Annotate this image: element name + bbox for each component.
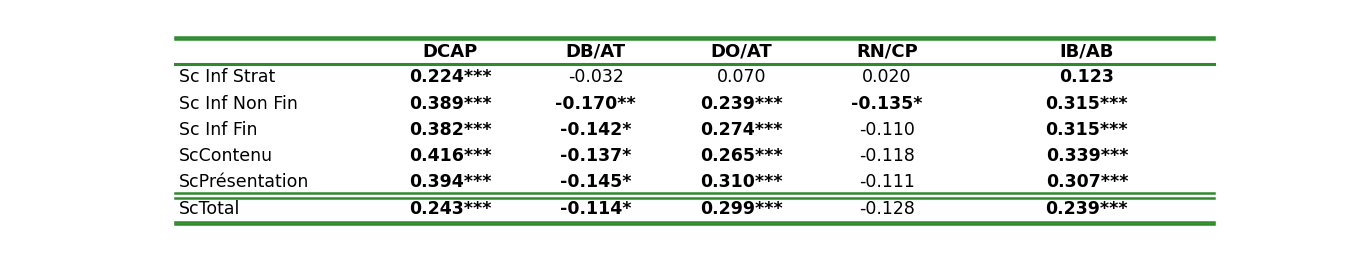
Text: 0.224***: 0.224*** (409, 68, 492, 86)
Text: ScTotal: ScTotal (179, 199, 240, 217)
Text: 0.239***: 0.239*** (701, 95, 783, 113)
Text: 0.299***: 0.299*** (699, 199, 783, 217)
Text: 0.265***: 0.265*** (699, 147, 783, 165)
Text: -0.110: -0.110 (859, 121, 915, 139)
Text: 0.339***: 0.339*** (1046, 147, 1129, 165)
Text: -0.128: -0.128 (859, 199, 915, 217)
Text: 0.274***: 0.274*** (701, 121, 782, 139)
Text: 0.123: 0.123 (1060, 68, 1114, 86)
Text: -0.142*: -0.142* (560, 121, 631, 139)
Text: DB/AT: DB/AT (565, 43, 626, 61)
Text: 0.389***: 0.389*** (409, 95, 492, 113)
Text: RN/CP: RN/CP (856, 43, 917, 61)
Text: 0.243***: 0.243*** (409, 199, 492, 217)
Text: -0.170**: -0.170** (556, 95, 635, 113)
Text: -0.111: -0.111 (859, 173, 915, 191)
Text: 0.416***: 0.416*** (409, 147, 492, 165)
Text: 0.315***: 0.315*** (1046, 121, 1129, 139)
Text: ScPrésentation: ScPrésentation (179, 173, 309, 191)
Text: 0.315***: 0.315*** (1046, 95, 1129, 113)
Text: ScContenu: ScContenu (179, 147, 272, 165)
Text: 0.307***: 0.307*** (1046, 173, 1129, 191)
Text: -0.114*: -0.114* (560, 199, 631, 217)
Text: Sc Inf Strat: Sc Inf Strat (179, 68, 275, 86)
Text: 0.239***: 0.239*** (1046, 199, 1129, 217)
Text: -0.118: -0.118 (859, 147, 915, 165)
Text: 0.070: 0.070 (717, 68, 766, 86)
Text: -0.032: -0.032 (568, 68, 623, 86)
Text: -0.137*: -0.137* (560, 147, 631, 165)
Text: 0.020: 0.020 (862, 68, 912, 86)
Text: -0.145*: -0.145* (560, 173, 631, 191)
Text: DO/AT: DO/AT (710, 43, 772, 61)
Text: IB/AB: IB/AB (1060, 43, 1114, 61)
Text: DCAP: DCAP (423, 43, 478, 61)
Text: 0.382***: 0.382*** (409, 121, 492, 139)
Text: Sc Inf Non Fin: Sc Inf Non Fin (179, 95, 298, 113)
Text: 0.310***: 0.310*** (701, 173, 783, 191)
Text: -0.135*: -0.135* (851, 95, 923, 113)
Text: 0.394***: 0.394*** (409, 173, 492, 191)
Text: Sc Inf Fin: Sc Inf Fin (179, 121, 257, 139)
